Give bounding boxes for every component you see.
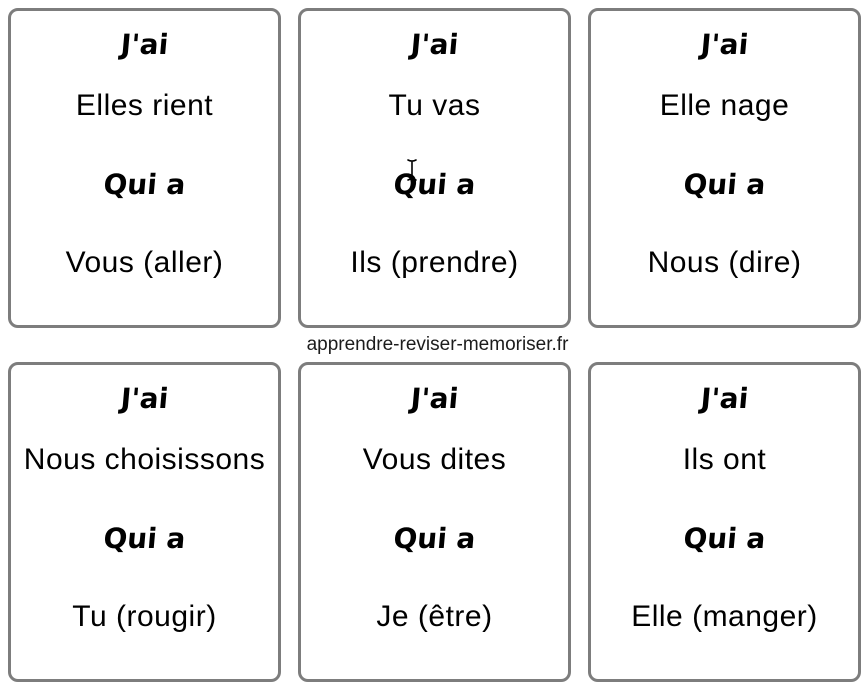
have-phrase: Vous dites	[362, 443, 507, 476]
have-phrase: Nous choisissons	[23, 443, 266, 476]
who-has-phrase: Ils (prendre)	[350, 246, 519, 279]
have-label: J'ai	[699, 382, 750, 415]
who-has-label: Qui a	[392, 522, 477, 555]
who-has-label: Qui a	[102, 522, 187, 555]
who-has-label: Qui a	[682, 168, 767, 201]
who-has-phrase: Elle (manger)	[631, 600, 818, 633]
have-phrase: Ils ont	[682, 443, 767, 476]
who-has-label: Qui a	[392, 168, 477, 201]
have-phrase: Elle nage	[659, 89, 790, 122]
who-has-phrase: Je (être)	[376, 600, 493, 633]
flashcard-5: J'ai Vous dites Qui a Je (être)	[298, 362, 571, 682]
who-has-phrase: Vous (aller)	[65, 246, 224, 279]
have-label: J'ai	[409, 28, 460, 61]
who-has-phrase: Tu (rougir)	[72, 600, 217, 633]
who-has-label: Qui a	[102, 168, 187, 201]
have-label: J'ai	[119, 28, 170, 61]
who-has-phrase: Nous (dire)	[647, 246, 802, 279]
have-label: J'ai	[119, 382, 170, 415]
have-phrase: Elles rient	[75, 89, 214, 122]
watermark-text: apprendre-reviser-memoriser.fr	[306, 334, 569, 355]
have-label: J'ai	[699, 28, 750, 61]
have-phrase: Tu vas	[388, 89, 481, 122]
flashcard-3: J'ai Elle nage Qui a Nous (dire)	[588, 8, 861, 328]
flashcard-2: J'ai Tu vas Qui a Ils (prendre)	[298, 8, 571, 328]
who-has-label: Qui a	[682, 522, 767, 555]
flashcard-4: J'ai Nous choisissons Qui a Tu (rougir)	[8, 362, 281, 682]
flashcard-6: J'ai Ils ont Qui a Elle (manger)	[588, 362, 861, 682]
have-label: J'ai	[409, 382, 460, 415]
flashcard-1: J'ai Elles rient Qui a Vous (aller)	[8, 8, 281, 328]
